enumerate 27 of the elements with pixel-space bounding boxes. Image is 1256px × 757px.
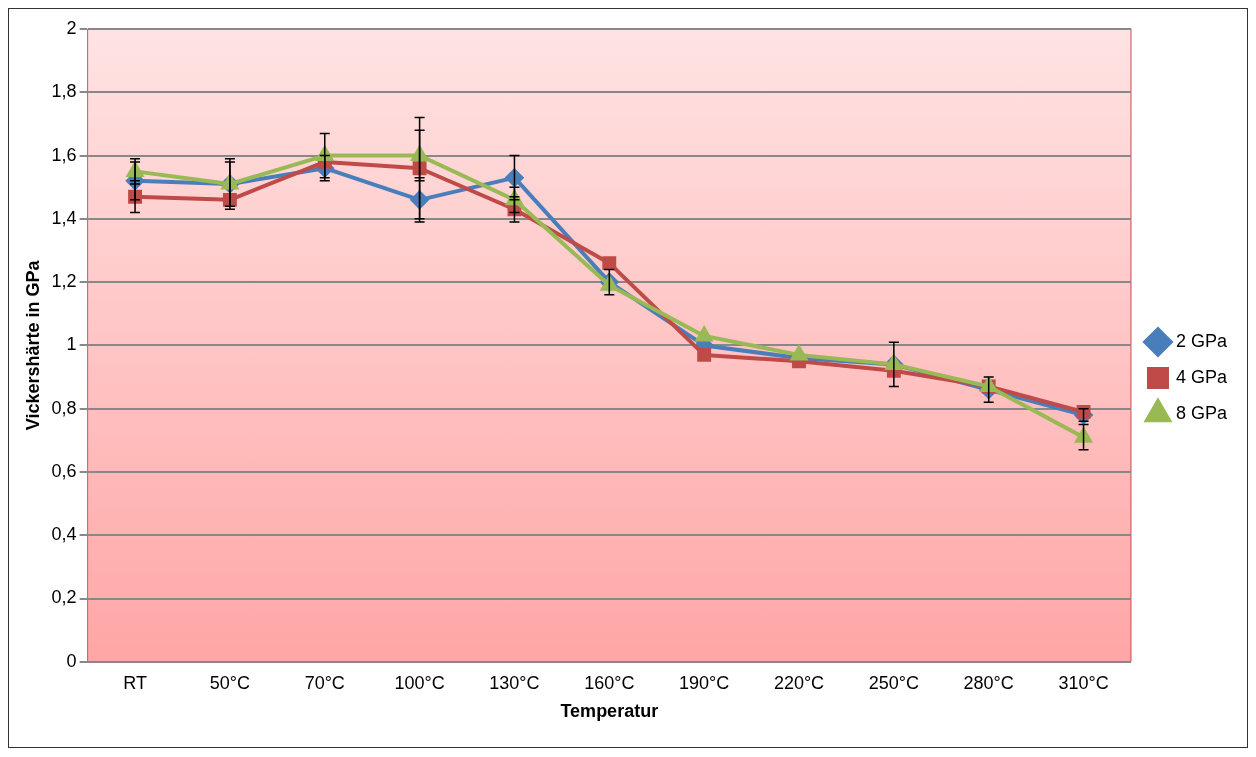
x-tick-label: 220°C (773, 672, 825, 693)
x-tick-label: 100°C (394, 672, 445, 693)
y-tick-label: 0,6 (51, 460, 77, 481)
legend-label: 8 GPa (1175, 402, 1228, 423)
x-axis-title: Temperatur (560, 701, 659, 722)
x-tick-label: RT (123, 672, 147, 693)
x-tick-label: 190°C (679, 672, 730, 693)
y-axis-title: Vickershärte in GPa (22, 259, 43, 431)
x-tick-label: 130°C (489, 672, 540, 693)
x-tick-label: 280°C (963, 672, 1014, 693)
legend-label: 2 GPa (1175, 330, 1228, 351)
y-tick-label: 2 (66, 17, 77, 38)
y-tick-label: 0,2 (51, 587, 77, 608)
y-tick-label: 1,4 (51, 207, 77, 228)
y-tick-label: 1,6 (51, 144, 77, 165)
y-tick-label: 0 (66, 650, 77, 671)
y-tick-label: 1 (66, 334, 77, 355)
x-tick-label: 70°C (304, 672, 345, 693)
x-tick-label: 250°C (868, 672, 919, 693)
x-tick-label: 310°C (1058, 672, 1109, 693)
y-tick-label: 1,2 (51, 271, 77, 292)
x-tick-label: 50°C (209, 672, 251, 693)
y-tick-label: 0,8 (51, 397, 77, 418)
y-tick-label: 1,8 (51, 81, 77, 102)
x-tick-label: 160°C (584, 672, 635, 693)
legend-label: 4 GPa (1175, 366, 1228, 387)
y-tick-label: 0,4 (51, 524, 77, 545)
